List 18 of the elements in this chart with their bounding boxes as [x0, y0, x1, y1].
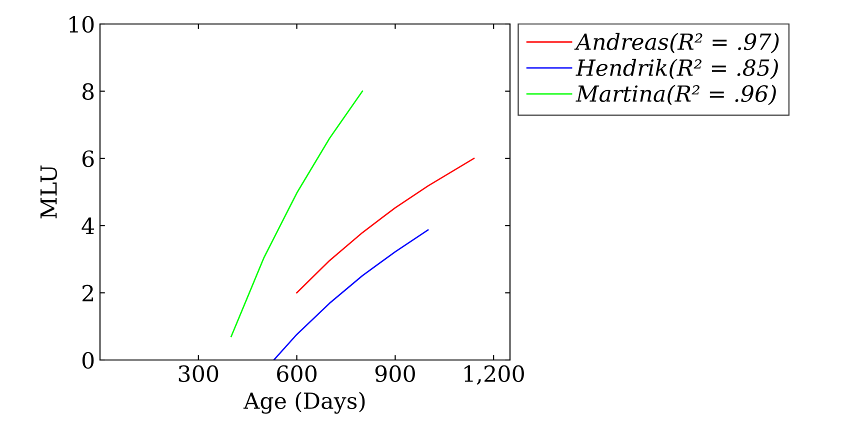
y-tick-label: 4 [82, 218, 94, 234]
y-tick-label: 2 [82, 284, 93, 302]
y-tick-label: 8 [82, 83, 94, 100]
line-series [296, 158, 475, 294]
x-tick-label: 1,200 [464, 365, 524, 385]
legend-label: Hendrik(R² = .85) [576, 58, 778, 80]
x-tick-label: 300 [178, 365, 218, 382]
legend-label: Martina(R² = .96) [576, 84, 776, 106]
legend-label: Andreas(R² = .97) [574, 32, 779, 54]
y-tick-label: 6 [82, 150, 94, 168]
line-series [230, 90, 364, 338]
x-axis-title: Age (Days) [243, 392, 365, 414]
y-axis-title: MLU [40, 165, 57, 218]
x-tick-label: 600 [277, 365, 317, 382]
x-tick-label: 900 [375, 365, 415, 382]
line-series [273, 229, 429, 360]
y-tick-label: 0 [82, 352, 94, 369]
y-tick-label: 10 [70, 16, 94, 33]
